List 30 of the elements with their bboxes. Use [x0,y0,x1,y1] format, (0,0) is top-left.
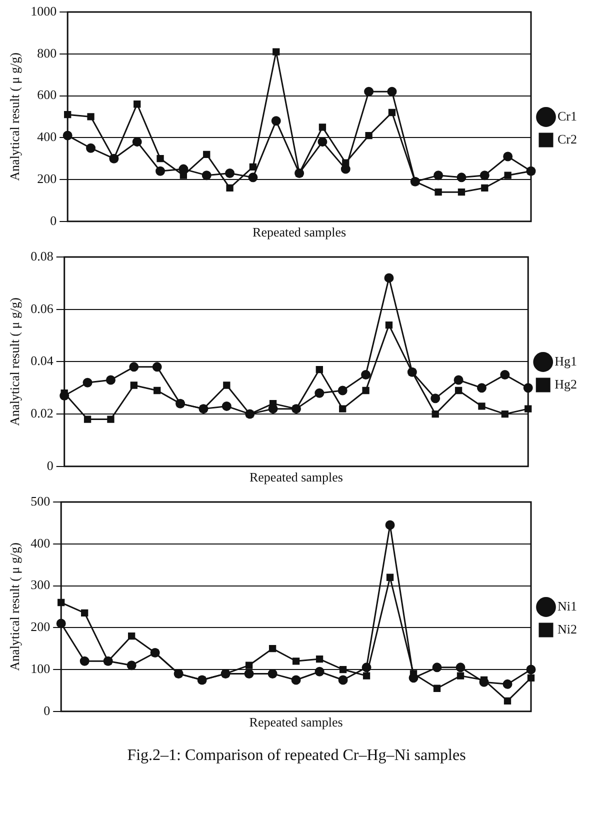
y-tick-label: 400 [37,129,57,144]
legend-label: Cr2 [558,131,577,146]
legend-label: Ni2 [558,621,577,636]
legend-label: Cr1 [558,108,577,124]
y-tick-label: 200 [30,619,50,634]
x-axis-title: Repeated samples [249,470,343,485]
y-tick-label: 600 [37,87,57,102]
legend-label: Ni1 [558,598,577,614]
y-tick-label: 800 [37,45,57,60]
y-tick-label: 100 [30,660,50,676]
y-axis-title: Analytical result ( μ g/g) [7,298,22,426]
y-tick-label: 0.08 [30,248,54,264]
y-tick-label: 0 [44,702,50,718]
y-tick-label: 0.02 [30,405,54,420]
legend-label: Hg1 [554,353,577,368]
y-tick-label: 1000 [30,3,57,18]
y-tick-label: 0 [50,212,57,228]
y-tick-label: 400 [30,535,50,550]
x-axis-title: Repeated samples [252,224,346,240]
y-tick-label: 200 [37,170,57,186]
y-axis-title: Analytical result ( μ g/g) [7,52,22,181]
caption: Fig.2–1: Comparison of repeated Cr–Hg–Ni samples [126,746,467,765]
legend-label: Hg2 [554,376,577,392]
y-tick-label: 0.04 [30,353,54,368]
x-axis-title: Repeated samples [249,714,343,730]
y-tick-label: 500 [30,493,50,508]
y-tick-label: 0.06 [30,300,54,316]
y-tick-label: 0 [46,458,54,473]
y-axis-title: Analytical result ( μ g/g) [7,542,22,671]
y-tick-label: 300 [30,577,50,592]
